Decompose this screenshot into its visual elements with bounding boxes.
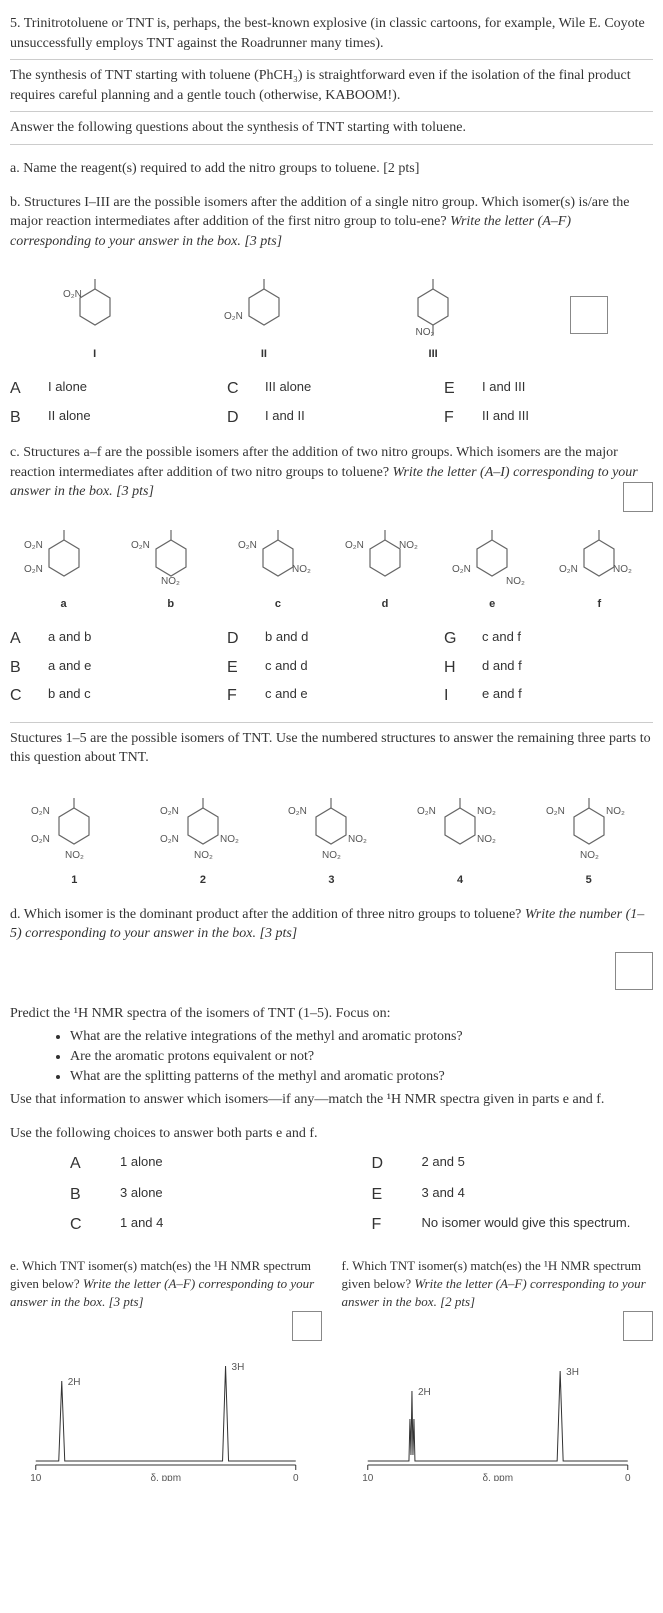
predict-b3: What are the splitting patterns of the m… (70, 1067, 653, 1087)
part-c-structures: O₂NO₂N a O₂NNO₂ b O₂NNO₂ c O₂NNO₂ d O₂NN… (10, 518, 653, 613)
struct-I-label: I (55, 347, 135, 362)
svg-text:O₂N: O₂N (24, 540, 43, 551)
struct-c: O₂NNO₂ c (238, 518, 318, 613)
svg-text:0: 0 (624, 1473, 630, 1481)
part-e-answer-box[interactable] (292, 1311, 322, 1341)
svg-text:NO₂: NO₂ (399, 540, 418, 551)
part-a-text: a. Name the reagent(s) required to add t… (10, 161, 419, 176)
part-d: d. Which isomer is the dominant product … (10, 905, 653, 990)
svg-text:NO₂: NO₂ (416, 327, 435, 337)
struct-4: O₂NNO₂NO₂ 4 (415, 784, 505, 889)
struct-1: O₂NO₂NNO₂ 1 (29, 784, 119, 889)
svg-text:2H: 2H (68, 1377, 81, 1388)
predict-nmr: Predict the ¹H NMR spectra of the isomer… (10, 1004, 653, 1110)
struct-e: O₂NNO₂ e (452, 518, 532, 613)
svg-text:O₂N: O₂N (63, 289, 82, 300)
choice-F: F (444, 407, 474, 429)
struct-3: O₂NNO₂NO₂ 3 (286, 784, 376, 889)
svg-text:10: 10 (362, 1473, 374, 1481)
part-d-answer-box[interactable] (615, 952, 653, 990)
svg-text:O₂N: O₂N (31, 834, 50, 845)
struct-f: O₂NNO₂ f (559, 518, 639, 613)
predict-b2: Are the aromatic protons equivalent or n… (70, 1047, 653, 1067)
part-b: b. Structures I–III are the possible iso… (10, 193, 653, 429)
choice-A: A (10, 378, 40, 400)
ef-choices-block: Use the following choices to answer both… (10, 1124, 653, 1237)
struct-II: O₂N II (224, 267, 304, 362)
svg-text:NO₂: NO₂ (606, 806, 625, 817)
part-f: f. Which TNT isomer(s) match(es) the ¹H … (342, 1257, 654, 1487)
svg-text:O₂N: O₂N (160, 834, 179, 845)
svg-text:O₂N: O₂N (546, 806, 565, 817)
nmr-spectrum-f: 2H 3H 10 0 δ, ppm (342, 1341, 654, 1481)
intro-p1: 5. Trinitrotoluene or TNT is, perhaps, t… (10, 14, 653, 53)
svg-text:O₂N: O₂N (160, 806, 179, 817)
svg-text:O₂N: O₂N (31, 806, 50, 817)
choice-C: C (227, 378, 257, 400)
part-c-choices: Aa and b Db and d Gc and f Ba and e Ec a… (10, 628, 653, 707)
choice-E: E (444, 378, 474, 400)
svg-text:NO₂: NO₂ (580, 850, 599, 861)
struct-II-label: II (224, 347, 304, 362)
svg-text:NO₂: NO₂ (292, 564, 311, 575)
choice-D: D (227, 407, 257, 429)
tnt-structures: Stuctures 1–5 are the possible isomers o… (10, 722, 653, 889)
svg-text:O₂N: O₂N (224, 311, 243, 322)
svg-text:NO₂: NO₂ (65, 850, 84, 861)
predict-b1: What are the relative integrations of th… (70, 1027, 653, 1047)
struct-III-label: III (393, 347, 473, 362)
svg-text:δ, ppm: δ, ppm (482, 1473, 513, 1481)
part-b-answer-box[interactable] (570, 296, 608, 334)
nmr-spectrum-e: 2H 3H 10 0 δ, ppm (10, 1341, 322, 1481)
predict-tail: Use that information to answer which iso… (10, 1090, 653, 1110)
svg-text:NO₂: NO₂ (477, 806, 496, 817)
question-intro: 5. Trinitrotoluene or TNT is, perhaps, t… (10, 14, 653, 138)
svg-text:10: 10 (30, 1473, 42, 1481)
svg-text:O₂N: O₂N (238, 540, 257, 551)
struct-I: O₂N I (55, 267, 135, 362)
predict-lead: Predict the ¹H NMR spectra of the isomer… (10, 1004, 653, 1024)
part-b-choices: AI alone CIII alone EI and III BII alone… (10, 378, 653, 429)
svg-text:NO₂: NO₂ (348, 834, 367, 845)
struct-b: O₂NNO₂ b (131, 518, 211, 613)
svg-text:δ, ppm: δ, ppm (150, 1473, 181, 1481)
svg-text:O₂N: O₂N (452, 564, 471, 575)
svg-text:NO₂: NO₂ (322, 850, 341, 861)
choice-B: B (10, 407, 40, 429)
svg-text:O₂N: O₂N (288, 806, 307, 817)
part-a: a. Name the reagent(s) required to add t… (10, 159, 653, 179)
part-b-structures: O₂N I O₂N II NO₂ III (10, 267, 653, 362)
svg-text:NO₂: NO₂ (477, 834, 496, 845)
svg-text:O₂N: O₂N (24, 564, 43, 575)
svg-text:O₂N: O₂N (345, 540, 364, 551)
struct-d: O₂NNO₂ d (345, 518, 425, 613)
part-f-answer-box[interactable] (623, 1311, 653, 1341)
ef-lead: Use the following choices to answer both… (10, 1124, 653, 1144)
tnt-text: Stuctures 1–5 are the possible isomers o… (10, 731, 651, 766)
svg-text:O₂N: O₂N (417, 806, 436, 817)
intro-p2: The synthesis of TNT starting with tolue… (10, 66, 653, 105)
svg-text:0: 0 (293, 1473, 299, 1481)
part-c-answer-box[interactable] (623, 482, 653, 512)
part-c: c. Structures a–f are the possible isome… (10, 443, 653, 708)
nmr-row: e. Which TNT isomer(s) match(es) the ¹H … (10, 1257, 653, 1487)
intro-p3: Answer the following questions about the… (10, 118, 653, 138)
tnt-structure-row: O₂NO₂NNO₂ 1 O₂NO₂NNO₂NO₂ 2 O₂NNO₂NO₂ 3 O… (10, 784, 653, 889)
part-e: e. Which TNT isomer(s) match(es) the ¹H … (10, 1257, 322, 1487)
struct-5: O₂NNO₂NO₂ 5 (544, 784, 634, 889)
struct-III: NO₂ III (393, 267, 473, 362)
struct-a: O₂NO₂N a (24, 518, 104, 613)
svg-text:NO₂: NO₂ (161, 576, 180, 587)
svg-text:O₂N: O₂N (131, 540, 150, 551)
svg-text:2H: 2H (417, 1387, 430, 1398)
svg-text:3H: 3H (232, 1362, 245, 1373)
svg-text:NO₂: NO₂ (220, 834, 239, 845)
svg-text:NO₂: NO₂ (194, 850, 213, 861)
svg-text:O₂N: O₂N (559, 564, 578, 575)
svg-text:3H: 3H (566, 1367, 579, 1378)
part-d-text: d. Which isomer is the dominant product … (10, 907, 521, 922)
svg-text:NO₂: NO₂ (613, 564, 632, 575)
struct-2: O₂NO₂NNO₂NO₂ 2 (158, 784, 248, 889)
svg-text:NO₂: NO₂ (506, 576, 525, 587)
